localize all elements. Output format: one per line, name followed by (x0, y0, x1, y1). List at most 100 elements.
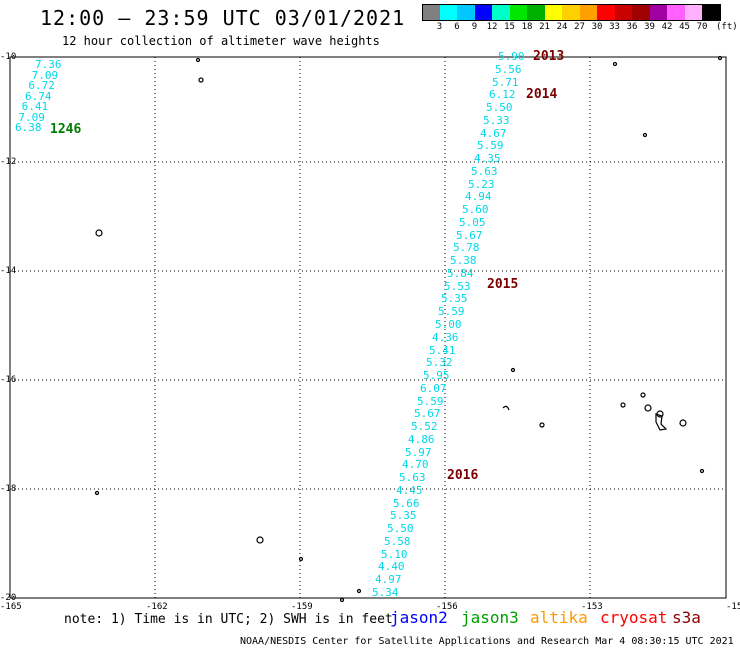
legend-label: 45 (679, 22, 690, 32)
swh-value: 5.84 (447, 266, 474, 280)
swh-value: 5.35 (390, 509, 417, 523)
swh-value: 5.52 (411, 420, 438, 434)
swh-value: 5.63 (399, 471, 426, 485)
legend-swatch (667, 4, 686, 21)
swh-value: 5.67 (456, 228, 483, 242)
legend-label: 27 (574, 22, 585, 32)
legend-label: 9 (471, 22, 478, 32)
legend-swatch (457, 4, 476, 21)
swh-value: 6.41 (21, 100, 49, 113)
time-mark: 2013 (533, 49, 565, 64)
legend-swatch (684, 4, 703, 21)
island-outlines (94, 55, 723, 603)
swh-value: 5.00 (435, 318, 462, 331)
swh-value: 4.40 (378, 560, 405, 574)
lat-label: -18 (0, 484, 17, 494)
page-subtitle: 12 hour collection of altimeter wave hei… (62, 34, 380, 48)
time-mark: 2015 (487, 277, 519, 292)
map-border (9, 56, 727, 599)
lat-label: -12 (0, 157, 17, 167)
swh-value: 6.74 (25, 89, 52, 103)
legend-swatch (527, 4, 546, 21)
satellite-jason2: jason2 (390, 608, 448, 627)
swh-value: 5.23 (468, 177, 495, 191)
lat-label: -14 (0, 266, 17, 276)
swh-value: 4.94 (465, 190, 492, 204)
legend-swatch (439, 4, 458, 21)
swh-value: 4.86 (408, 432, 435, 446)
lon-label: -159 (291, 602, 313, 612)
swh-value: 5.58 (384, 534, 411, 548)
swh-value: 5.59 (477, 139, 504, 153)
swh-value: 6.38 (15, 121, 42, 134)
swh-value: 7.09 (18, 110, 45, 124)
swh-value: 5.10 (381, 547, 408, 561)
lon-label: -15 (726, 602, 740, 612)
swh-value: 4.70 (402, 458, 429, 472)
swh-value: 5.05 (459, 215, 486, 229)
legend-swatch (632, 4, 651, 21)
swh-value: 5.63 (471, 164, 498, 178)
legend-swatch (614, 4, 633, 21)
swh-value: 5.90 (498, 50, 525, 63)
swh-value: 5.56 (495, 62, 522, 76)
swh-value: 5.38 (450, 254, 477, 268)
legend-label: 30 (591, 22, 603, 32)
swh-value: 5.59 (438, 305, 465, 319)
swh-value: 5.32 (426, 356, 453, 370)
time-mark: 2014 (526, 87, 558, 102)
swh-value: 4.45 (396, 483, 423, 497)
legend-label: 3 (436, 22, 443, 32)
satellite-jason3: jason3 (461, 608, 519, 627)
legend-label: 70 (696, 22, 708, 32)
swh-value: 6.72 (28, 79, 55, 92)
legend-label: 36 (626, 22, 638, 32)
legend-unit: (ft) (716, 22, 738, 32)
footer-note: note: 1) Time is in UTC; 2) SWH is in fe… (64, 612, 393, 627)
swh-value: 5.50 (387, 522, 414, 536)
credit-line: NOAA/NESDIS Center for Satellite Applica… (240, 636, 734, 647)
time-mark: 1246 (50, 122, 82, 137)
swh-value: 6.12 (489, 88, 516, 102)
legend-label: 24 (556, 22, 568, 32)
swh-value: 4.35 (474, 152, 501, 166)
page-title: 12:00 – 23:59 UTC 03/01/2021 (40, 6, 406, 30)
legend-label: 21 (539, 22, 550, 32)
swh-value: 5.95 (423, 369, 450, 383)
legend-swatch (579, 4, 598, 21)
swh-value: 5.71 (492, 75, 519, 89)
legend-label: 12 (486, 22, 498, 32)
legend-label: 39 (644, 22, 655, 32)
lon-label: -153 (581, 602, 603, 612)
swh-value: 5.35 (441, 292, 468, 306)
grid-lines (10, 57, 726, 598)
swh-value: 5.67 (414, 407, 441, 421)
legend-label: 42 (661, 22, 673, 32)
legend-swatch (544, 4, 563, 21)
legend-swatch (474, 4, 493, 21)
swh-value: 5.41 (429, 343, 456, 357)
legend-label: 6 (454, 22, 460, 32)
swh-value: 6.07 (420, 381, 447, 395)
legend-swatch (492, 4, 511, 21)
satellite-altika: altika (530, 608, 588, 627)
lat-label: -16 (0, 375, 17, 385)
legend-label: 18 (521, 22, 533, 32)
legend-swatch (597, 4, 616, 21)
legend-swatch (562, 4, 581, 21)
lon-label: -162 (146, 602, 168, 612)
swh-value: 5.66 (393, 496, 420, 510)
swh-value: 4.97 (375, 573, 402, 587)
legend-label: 15 (504, 22, 515, 32)
satellite-s3a: s3a (672, 608, 701, 627)
swh-value: 5.53 (444, 279, 471, 293)
swh-value: 5.59 (417, 394, 444, 408)
time-mark: 2016 (447, 468, 479, 483)
swh-value: 7.36 (35, 58, 62, 71)
lat-label: -20 (0, 593, 17, 603)
swh-value: 5.78 (453, 241, 480, 255)
swh-value: 4.36 (432, 330, 459, 344)
legend-swatch (702, 4, 721, 21)
swh-value: 5.50 (486, 101, 513, 115)
